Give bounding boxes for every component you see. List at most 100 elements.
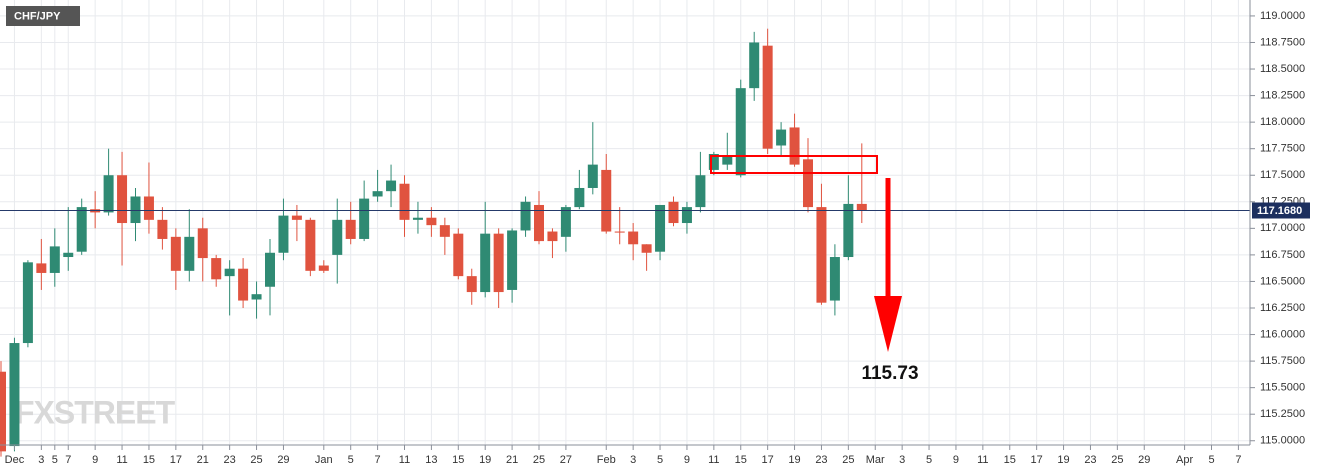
candle-body	[224, 268, 235, 277]
x-tick-label: 23	[815, 454, 827, 466]
y-tick-label: 118.2500	[1260, 89, 1305, 101]
y-tick-label: 117.5000	[1260, 169, 1305, 181]
x-tick-label: 23	[1084, 454, 1096, 466]
y-tick-label: 118.7500	[1260, 36, 1305, 48]
candle-body	[749, 42, 760, 89]
x-tick-label: 11	[399, 454, 410, 466]
y-tick-label: 116.7500	[1260, 249, 1305, 261]
candle-body	[426, 217, 437, 226]
y-tick-label: 115.2500	[1260, 408, 1305, 420]
x-tick-label: 29	[277, 454, 289, 466]
candle-body	[345, 219, 356, 239]
x-tick-label: 11	[977, 454, 988, 466]
x-tick-label: 25	[250, 454, 262, 466]
x-tick-label: 19	[788, 454, 800, 466]
x-tick-label: 7	[65, 454, 71, 466]
x-tick-label: 3	[630, 454, 636, 466]
candle-body	[318, 265, 329, 271]
candle-body	[453, 233, 464, 277]
candle-body	[211, 258, 222, 280]
x-tick-label: 17	[762, 454, 774, 466]
candle-body	[238, 268, 249, 301]
x-tick-label: Feb	[597, 454, 616, 466]
candle-body	[547, 231, 558, 242]
y-tick-label: 116.0000	[1260, 328, 1305, 340]
candle-body	[560, 207, 571, 237]
candle-body	[735, 88, 746, 176]
watermark: FXSTREET	[15, 394, 176, 430]
candle-body	[507, 230, 518, 290]
candle-body	[36, 263, 47, 273]
x-tick-label: 15	[452, 454, 464, 466]
candle-body	[412, 217, 423, 220]
candle-body	[493, 233, 504, 293]
candle-body	[332, 219, 343, 255]
candle-body	[520, 201, 531, 231]
candle-body	[170, 236, 181, 271]
x-tick-label: 7	[1235, 454, 1241, 466]
x-tick-label: 15	[735, 454, 747, 466]
highlight-box	[710, 155, 878, 174]
x-tick-label: 27	[560, 454, 572, 466]
candle-body	[816, 207, 827, 303]
candle-body	[117, 175, 128, 224]
candle-body	[843, 203, 854, 258]
y-tick-label: 118.0000	[1260, 116, 1305, 128]
x-tick-label: Jan	[315, 454, 333, 466]
candle-body	[587, 164, 598, 188]
candle-body	[143, 196, 154, 220]
candle-body	[534, 204, 544, 242]
x-tick-label: 13	[425, 454, 437, 466]
x-tick-label: 9	[92, 454, 98, 466]
candle-body	[762, 45, 773, 149]
candle-body	[668, 201, 679, 224]
candle-body	[708, 153, 719, 170]
candle-body	[157, 219, 168, 239]
x-tick-label: 21	[506, 454, 518, 466]
candle-body	[265, 252, 275, 287]
current-price-label: 117.1680	[1257, 205, 1302, 217]
x-tick-label: 5	[52, 454, 58, 466]
candle-body	[466, 276, 477, 293]
x-tick-label: 3	[38, 454, 44, 466]
candle-body	[76, 207, 87, 252]
x-tick-label: 19	[479, 454, 491, 466]
candle-body	[439, 225, 450, 237]
y-tick-label: 117.0000	[1260, 222, 1305, 234]
y-tick-label: 117.7500	[1260, 143, 1305, 155]
y-tick-label: 118.5000	[1260, 63, 1305, 75]
candle-body	[130, 196, 141, 224]
candle-body	[359, 198, 370, 239]
candle-body	[291, 215, 302, 220]
candle-body	[386, 180, 397, 192]
candles	[0, 28, 1250, 457]
candle-body	[722, 156, 733, 165]
y-tick-label: 119.0000	[1260, 10, 1305, 22]
x-tick-label: 11	[116, 454, 127, 466]
x-tick-label: 23	[224, 454, 236, 466]
candle-body	[829, 257, 840, 301]
x-tick-label: 21	[197, 454, 209, 466]
y-tick-label: 115.7500	[1260, 355, 1305, 367]
grid	[0, 0, 1250, 445]
candle-body	[197, 228, 208, 259]
annotation: 115.73	[861, 363, 918, 384]
x-tick-label: 3	[899, 454, 905, 466]
candle-body	[22, 262, 33, 344]
x-tick-label: 9	[684, 454, 690, 466]
x-tick-label: 15	[1004, 454, 1016, 466]
x-tick-label: 5	[926, 454, 932, 466]
x-tick-label: 9	[953, 454, 959, 466]
candle-body	[695, 175, 706, 208]
x-tick-label: 5	[657, 454, 663, 466]
candle-body	[856, 203, 867, 211]
x-tick-label: Apr	[1176, 454, 1193, 466]
candle-body	[628, 231, 639, 245]
x-tick-label: 7	[375, 454, 381, 466]
x-tick-label: 25	[842, 454, 854, 466]
y-tick-label: 115.0000	[1260, 435, 1305, 447]
x-tick-label: 19	[1057, 454, 1069, 466]
x-tick-label: 5	[1208, 454, 1214, 466]
